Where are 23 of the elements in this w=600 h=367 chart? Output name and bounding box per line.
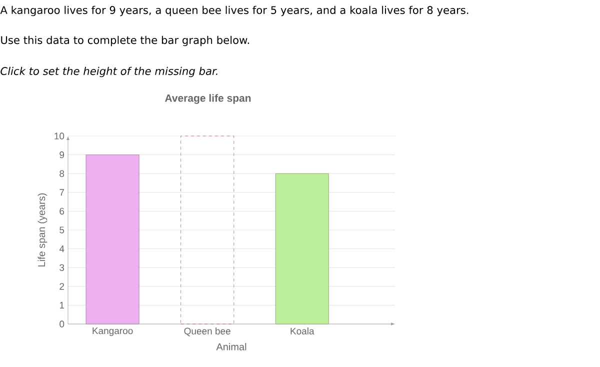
y-tick-label: 4 (59, 246, 64, 252)
x-tick-label: Kangaroo (92, 328, 133, 336)
y-tick-label: 1 (60, 302, 64, 308)
text: Use this data to complete the bar graph below. (1, 36, 249, 46)
y-tick-label: 0 (60, 320, 64, 328)
y-tick-label: 5 (60, 226, 64, 234)
text: Click to set the height of the missing bar. (0, 66, 218, 78)
y-tick-label: 3 (60, 264, 64, 271)
bar (86, 154, 140, 324)
bar (180, 136, 234, 324)
y-axis-title: Life span (years) (38, 193, 48, 266)
x-tick-label: Koala (290, 328, 314, 334)
y-tick-label: 9 (60, 151, 64, 158)
y-tick-label: 6 (60, 208, 64, 215)
y-tick-label: 7 (60, 189, 64, 196)
x-tick-label: Queen bee (184, 328, 230, 336)
text: A kangaroo lives for 9 years, a queen bee lives for 5 years, and a koala lives for 8 years. (0, 6, 468, 16)
x-axis-title: Animal (216, 343, 246, 350)
y-tick-label: 8 (60, 170, 64, 177)
y-tick-label: 2 (60, 283, 64, 290)
chart-title: Average life span (164, 94, 251, 104)
y-tick-label: 10 (54, 132, 64, 140)
bar (275, 173, 329, 324)
